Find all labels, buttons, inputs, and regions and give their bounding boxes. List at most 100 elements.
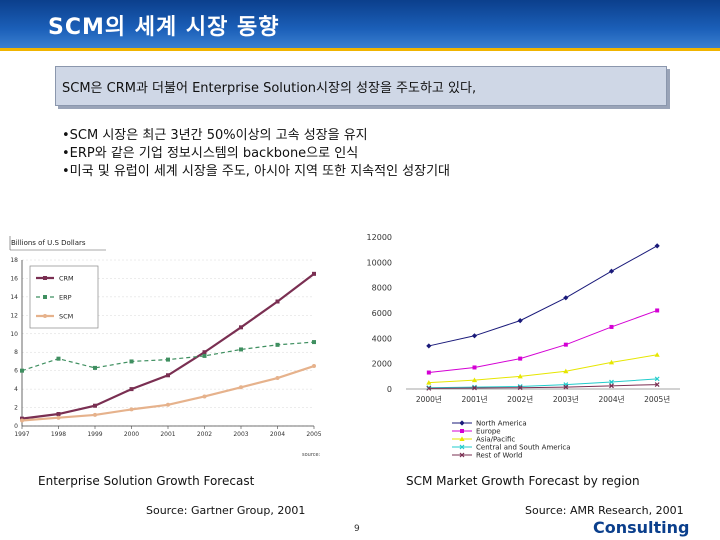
data-point bbox=[654, 243, 660, 249]
data-point-erp bbox=[93, 365, 97, 370]
y-tick-label: 8 bbox=[14, 349, 18, 356]
data-point-scm bbox=[93, 412, 97, 417]
bullet-item: •미국 및 유럽이 세계 시장을 주도, 아시아 지역 또한 지속적인 성장기대 bbox=[62, 164, 451, 179]
data-point bbox=[517, 373, 523, 379]
data-point bbox=[426, 380, 432, 385]
data-point bbox=[471, 377, 478, 383]
data-point-erp bbox=[56, 356, 61, 361]
data-point bbox=[472, 365, 477, 370]
data-point-erp bbox=[129, 359, 134, 364]
y-tick-label: 16 bbox=[10, 275, 18, 282]
data-point-scm bbox=[20, 418, 24, 423]
data-point bbox=[517, 318, 523, 324]
data-point bbox=[608, 268, 615, 274]
y-axis-label: Billions of U.S Dollars bbox=[11, 239, 86, 247]
series-line bbox=[428, 384, 658, 389]
series-line-erp bbox=[21, 341, 315, 372]
legend-label: Europe bbox=[476, 428, 501, 436]
title-bar: SCM의 세계 시장 동향 bbox=[0, 0, 720, 48]
scm-region-chart: 0 2000 4000 6000 8000 10000 12000 2000년 2001년 200… bbox=[367, 233, 680, 460]
summary-callout: SCM은 CRM과 더불어 Enterprise Solution시장의 성장을… bbox=[55, 66, 667, 106]
data-point bbox=[609, 379, 614, 385]
data-point-scm bbox=[202, 394, 207, 399]
source-left: Source: Gartner Group, 2001 bbox=[146, 504, 306, 517]
title-underline bbox=[0, 48, 720, 51]
page-title: SCM의 세계 시장 동향 bbox=[48, 15, 280, 40]
data-point-crm bbox=[129, 387, 134, 392]
data-point bbox=[609, 383, 614, 389]
x-tick-label: 1998 bbox=[51, 431, 66, 438]
y-tick-label: 6000 bbox=[372, 309, 392, 318]
data-point bbox=[608, 359, 615, 365]
y-tick-label: 8000 bbox=[372, 284, 392, 293]
legend-label: Asia/Pacific bbox=[476, 436, 515, 444]
summary-text: SCM은 CRM과 더불어 Enterprise Solution시장의 성장을… bbox=[62, 81, 477, 96]
y-tick-label: 6 bbox=[14, 368, 18, 375]
data-point-erp bbox=[312, 340, 316, 345]
data-point bbox=[518, 356, 523, 361]
legend-label: Rest of World bbox=[476, 452, 523, 460]
legend-marker bbox=[460, 429, 464, 433]
x-tick-label: 2002년 bbox=[507, 394, 533, 404]
data-point-crm bbox=[312, 271, 316, 276]
data-point bbox=[426, 385, 432, 391]
data-point-crm bbox=[202, 350, 207, 355]
y-tick-label: 4000 bbox=[372, 334, 392, 343]
data-point-scm bbox=[129, 407, 134, 412]
data-point-scm bbox=[166, 402, 170, 407]
series-line bbox=[428, 245, 658, 347]
y-tick-label: 12 bbox=[10, 312, 18, 319]
legend-box bbox=[29, 265, 99, 329]
y-tick-label: 0 bbox=[387, 385, 392, 394]
data-point bbox=[517, 385, 523, 391]
y-tick-label: 10000 bbox=[367, 258, 392, 267]
y-tick-label: 4 bbox=[14, 386, 18, 393]
legend-marker bbox=[459, 444, 465, 450]
legend-label: ERP bbox=[59, 294, 72, 302]
legend-marker bbox=[459, 420, 465, 426]
data-point-erp bbox=[239, 347, 243, 352]
data-point-erp bbox=[166, 357, 170, 362]
bullet-item: •ERP와 같은 기업 정보시스템의 backbone으로 인식 bbox=[62, 146, 359, 161]
data-point bbox=[654, 376, 660, 382]
source-note: source: bbox=[302, 452, 321, 458]
series-line bbox=[428, 354, 658, 384]
caption-left: Enterprise Solution Growth Forecast bbox=[38, 474, 255, 488]
legend-marker bbox=[43, 295, 47, 299]
legend-label: CRM bbox=[59, 275, 74, 283]
source-right: Source: AMR Research, 2001 bbox=[525, 504, 684, 517]
data-point-scm bbox=[312, 364, 316, 369]
caption-right: SCM Market Growth Forecast by region bbox=[406, 474, 640, 488]
x-tick-label: 2003년 bbox=[553, 394, 579, 404]
x-tick-label: 2005년 bbox=[644, 394, 670, 404]
data-point bbox=[563, 295, 569, 301]
data-point bbox=[563, 342, 568, 347]
y-tick-label: 12000 bbox=[367, 233, 392, 242]
data-point bbox=[655, 308, 660, 313]
x-tick-label: 2001 bbox=[160, 431, 175, 438]
series-line bbox=[428, 309, 658, 374]
data-point bbox=[654, 382, 660, 387]
data-point bbox=[426, 370, 431, 375]
x-tick-label: 1999 bbox=[87, 431, 102, 438]
x-tick-label: 2003 bbox=[233, 431, 248, 438]
bullet-list: •SCM 시장은 최근 3년간 50%이상의 고속 성장을 유지 •ERP와 같… bbox=[62, 127, 450, 181]
y-tick-label: 14 bbox=[10, 294, 18, 301]
company-logo: Consulting bbox=[593, 518, 690, 537]
page-number: 9 bbox=[354, 524, 360, 534]
data-point-scm bbox=[239, 385, 243, 390]
legend-marker bbox=[43, 276, 47, 280]
x-tick-label: 2000 bbox=[124, 431, 139, 438]
data-point bbox=[471, 333, 478, 339]
bullet-item: •SCM 시장은 최근 3년간 50%이상의 고속 성장을 유지 bbox=[62, 128, 368, 143]
data-point-scm bbox=[56, 415, 61, 420]
data-point-erp bbox=[275, 342, 280, 347]
series-line bbox=[428, 378, 658, 389]
legend-marker bbox=[43, 314, 47, 318]
y-tick-label: 10 bbox=[10, 331, 18, 338]
data-point bbox=[472, 385, 477, 391]
y-tick-label: 0 bbox=[14, 423, 18, 430]
x-tick-label: 2004년 bbox=[599, 394, 625, 404]
x-tick-label: 2000년 bbox=[416, 394, 442, 404]
data-point-erp bbox=[20, 368, 24, 373]
